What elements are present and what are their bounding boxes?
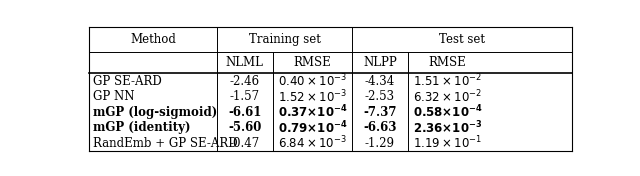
Text: NLML: NLML [226, 56, 264, 69]
Text: $\mathbf{2.36\boldsymbol{\times}10^{-3}}$: $\mathbf{2.36\boldsymbol{\times}10^{-3}}… [413, 120, 482, 136]
Text: -1.57: -1.57 [230, 90, 260, 103]
Text: -7.37: -7.37 [364, 106, 397, 119]
Text: $0.40\times 10^{-3}$: $0.40\times 10^{-3}$ [278, 73, 347, 89]
Text: $1.51\times 10^{-2}$: $1.51\times 10^{-2}$ [413, 73, 482, 89]
Text: RandEmb + GP SE-ARD: RandEmb + GP SE-ARD [93, 137, 237, 150]
Text: $1.52\times 10^{-3}$: $1.52\times 10^{-3}$ [278, 88, 347, 105]
Text: -6.63: -6.63 [364, 121, 397, 134]
Text: GP SE-ARD: GP SE-ARD [93, 75, 162, 88]
Text: Training set: Training set [249, 33, 321, 46]
Text: mGP (log-sigmoid): mGP (log-sigmoid) [93, 106, 217, 119]
Text: -5.60: -5.60 [228, 121, 261, 134]
Text: -2.53: -2.53 [365, 90, 395, 103]
Text: GP NN: GP NN [93, 90, 134, 103]
Text: -0.47: -0.47 [230, 137, 260, 150]
Text: NLPP: NLPP [363, 56, 397, 69]
Text: Test set: Test set [439, 33, 485, 46]
Text: RMSE: RMSE [429, 56, 467, 69]
Text: mGP (identity): mGP (identity) [93, 121, 190, 134]
Text: -2.46: -2.46 [230, 75, 260, 88]
Text: $\mathbf{0.37\boldsymbol{\times}10^{-4}}$: $\mathbf{0.37\boldsymbol{\times}10^{-4}}… [278, 104, 347, 121]
Text: $6.32\times 10^{-2}$: $6.32\times 10^{-2}$ [413, 88, 482, 105]
Text: $\mathbf{0.79\boldsymbol{\times}10^{-4}}$: $\mathbf{0.79\boldsymbol{\times}10^{-4}}… [278, 120, 347, 136]
Text: $\mathbf{0.58\boldsymbol{\times}10^{-4}}$: $\mathbf{0.58\boldsymbol{\times}10^{-4}}… [413, 104, 483, 121]
Text: -1.29: -1.29 [365, 137, 395, 150]
Text: -6.61: -6.61 [228, 106, 261, 119]
Text: Method: Method [130, 33, 176, 46]
Text: -4.34: -4.34 [365, 75, 395, 88]
Text: $1.19\times 10^{-1}$: $1.19\times 10^{-1}$ [413, 135, 482, 152]
Text: RMSE: RMSE [294, 56, 332, 69]
Text: $6.84\times 10^{-3}$: $6.84\times 10^{-3}$ [278, 135, 347, 152]
